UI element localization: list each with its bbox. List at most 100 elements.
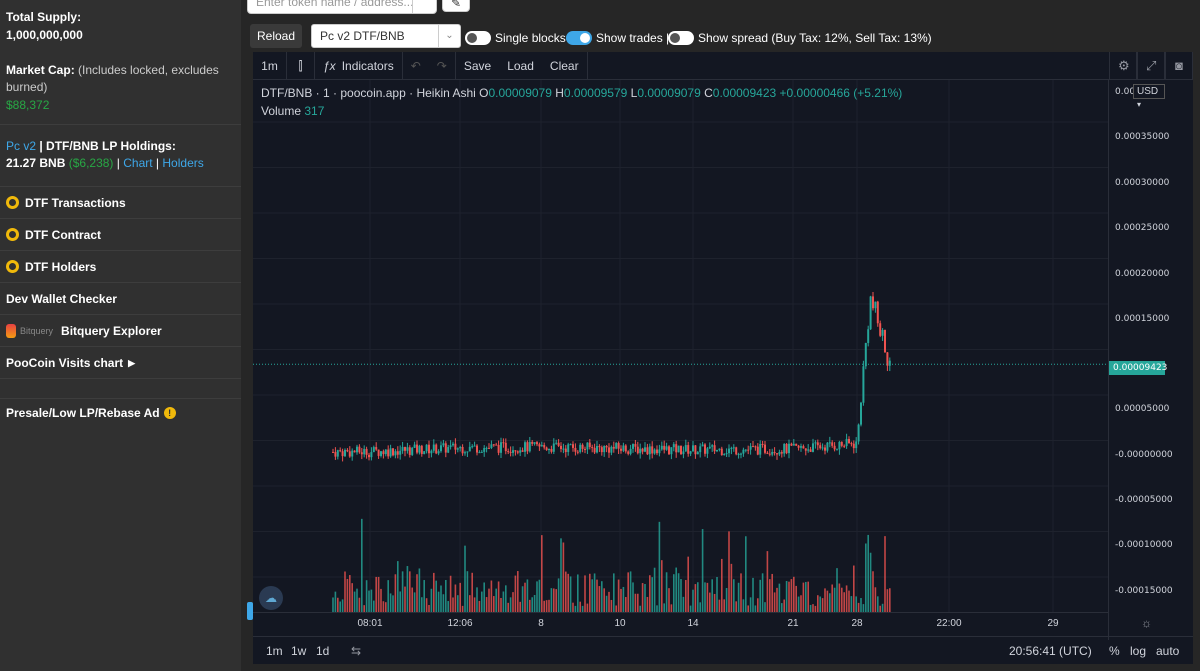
candle-body bbox=[418, 445, 421, 453]
sidebar-item-bitquery[interactable]: Bitquery Bitquery Explorer bbox=[0, 315, 241, 347]
indicators-button[interactable]: ƒx Indicators bbox=[315, 51, 403, 80]
volume-bar bbox=[829, 593, 831, 612]
volume-bar bbox=[545, 600, 548, 612]
sidebar-item-contract[interactable]: DTF Contract bbox=[0, 219, 241, 251]
edit-icon[interactable]: ✎ bbox=[442, 0, 470, 12]
price-axis[interactable]: 0.00 USD ▾ 0.00035000 0.00030000 0.00025… bbox=[1108, 80, 1193, 640]
sidebar-item-holders[interactable]: DTF Holders bbox=[0, 251, 241, 283]
lp-version-link[interactable]: Pc v2 bbox=[6, 139, 37, 153]
axis-settings-icon[interactable]: ☼ bbox=[1141, 616, 1152, 630]
show-spread-toggle[interactable] bbox=[668, 31, 694, 45]
candle-body bbox=[447, 447, 450, 453]
volume-bar bbox=[541, 535, 543, 612]
currency-select[interactable]: USD ▾ bbox=[1133, 84, 1165, 109]
volume-bar bbox=[644, 584, 646, 612]
candle-body bbox=[850, 443, 853, 445]
sidebar-item-transactions[interactable]: DTF Transactions bbox=[0, 187, 241, 219]
price-tick: 0.00005000 bbox=[1115, 404, 1170, 414]
volume-bar bbox=[869, 552, 872, 612]
sidebar-item-visits-chart[interactable]: PooCoin Visits chart ▶ bbox=[0, 347, 241, 379]
show-trades-toggle[interactable] bbox=[566, 31, 592, 45]
candle-body bbox=[675, 444, 678, 453]
volume-bar bbox=[524, 582, 526, 612]
volume-bar bbox=[728, 531, 730, 612]
load-button[interactable]: Load bbox=[507, 58, 534, 73]
pair-select[interactable]: Pc v2 DTF/BNB ⌄ bbox=[311, 24, 461, 48]
interval-button[interactable]: 1m bbox=[253, 51, 287, 80]
tradingview-chart[interactable]: 1m ⫿ ƒx Indicators ↶ ↷ Save Load Clear ⚙ … bbox=[253, 51, 1193, 664]
sidebar-collapse-handle[interactable] bbox=[247, 602, 253, 620]
candle-body bbox=[886, 352, 889, 366]
candle-body bbox=[464, 452, 466, 454]
candle-body bbox=[406, 447, 409, 451]
lp-holders-link[interactable]: Holders bbox=[162, 156, 204, 170]
show-trades-toggle-row[interactable]: Show trades | bbox=[566, 31, 669, 45]
price-tick: 0.00025000 bbox=[1115, 223, 1170, 233]
token-search-input[interactable]: Enter token name / address... bbox=[247, 0, 437, 14]
percent-scale-toggle[interactable]: % bbox=[1109, 644, 1120, 658]
volume-bar bbox=[584, 575, 586, 612]
goto-date-icon[interactable]: ⇆ bbox=[351, 644, 362, 658]
candle-body bbox=[413, 444, 416, 448]
candle-body bbox=[677, 445, 680, 453]
volume-bar bbox=[668, 588, 670, 612]
chart-toolbar: 1m ⫿ ƒx Indicators ↶ ↷ Save Load Clear ⚙ … bbox=[253, 51, 1193, 80]
redo-icon[interactable]: ↷ bbox=[429, 51, 456, 80]
auto-scale-toggle[interactable]: auto bbox=[1156, 644, 1180, 658]
time-axis[interactable]: 08:01 12:06 8 10 14 21 28 22:00 29 ☼ bbox=[253, 612, 1152, 634]
candle-body bbox=[816, 442, 819, 446]
caret-right-icon: ▶ bbox=[128, 357, 136, 368]
camera-icon[interactable]: ◙ bbox=[1165, 52, 1193, 80]
sidebar-item-dev-wallet[interactable]: Dev Wallet Checker bbox=[0, 283, 241, 315]
volume-bar bbox=[593, 573, 596, 612]
candle-body bbox=[747, 449, 750, 451]
single-blocks-toggle[interactable] bbox=[465, 31, 491, 45]
candle-body bbox=[800, 446, 802, 448]
lp-separator: | bbox=[155, 156, 160, 170]
save-button[interactable]: Save bbox=[463, 58, 492, 73]
single-blocks-toggle-row[interactable]: Single blocks bbox=[465, 31, 566, 45]
candle-body bbox=[524, 442, 526, 452]
candle-body bbox=[836, 449, 838, 451]
chevron-down-icon[interactable] bbox=[412, 0, 436, 13]
candle-body bbox=[797, 445, 800, 448]
volume-bar bbox=[603, 588, 605, 612]
lp-separator: | bbox=[116, 156, 120, 170]
single-blocks-label: Single blocks bbox=[495, 31, 566, 45]
reload-button[interactable]: Reload bbox=[250, 24, 302, 48]
volume-bar bbox=[370, 589, 373, 612]
candle-body bbox=[392, 448, 394, 456]
volume-bar bbox=[430, 588, 433, 612]
volume-bar bbox=[349, 575, 351, 612]
settings-gear-icon[interactable]: ⚙ bbox=[1109, 52, 1137, 80]
range-button-1d[interactable]: 1d bbox=[316, 644, 330, 658]
candle-body bbox=[651, 446, 654, 454]
candle-body bbox=[888, 360, 891, 366]
range-button-1m[interactable]: 1m bbox=[266, 644, 283, 658]
volume-bar bbox=[574, 605, 577, 612]
pair-select-value: Pc v2 DTF/BNB bbox=[320, 29, 405, 43]
lp-chart-link[interactable]: Chart bbox=[123, 156, 153, 170]
fullscreen-icon[interactable]: ⤢ bbox=[1137, 52, 1165, 80]
candle-body bbox=[428, 444, 430, 454]
volume-bar bbox=[874, 587, 877, 612]
price-volume-plot[interactable] bbox=[253, 80, 1108, 612]
chevron-down-icon[interactable]: ⌄ bbox=[438, 25, 460, 47]
presale-ad-link[interactable]: Presale/Low LP/Rebase Ad ! bbox=[0, 399, 241, 427]
candle-body bbox=[552, 443, 555, 452]
candle-style-icon[interactable]: ⫿ bbox=[287, 51, 315, 80]
volume-bar bbox=[507, 602, 509, 612]
candle-body bbox=[605, 446, 608, 448]
show-spread-toggle-row[interactable]: Show spread (Buy Tax: 12%, Sell Tax: 13%… bbox=[668, 31, 932, 45]
candle-body bbox=[864, 342, 867, 367]
lp-holdings-label: | DTF/BNB LP Holdings: bbox=[39, 139, 176, 153]
market-cap-value: $88,372 bbox=[6, 98, 50, 112]
clear-button[interactable]: Clear bbox=[542, 51, 588, 80]
candle-body bbox=[440, 445, 442, 452]
range-button-1w[interactable]: 1w bbox=[291, 644, 307, 658]
log-scale-toggle[interactable]: log bbox=[1130, 644, 1147, 658]
utc-clock[interactable]: 20:56:41 (UTC) bbox=[1009, 644, 1092, 658]
tradingview-logo-icon[interactable]: ☁ bbox=[259, 586, 283, 610]
undo-icon[interactable]: ↶ bbox=[410, 58, 421, 73]
bscscan-icon bbox=[6, 196, 19, 209]
